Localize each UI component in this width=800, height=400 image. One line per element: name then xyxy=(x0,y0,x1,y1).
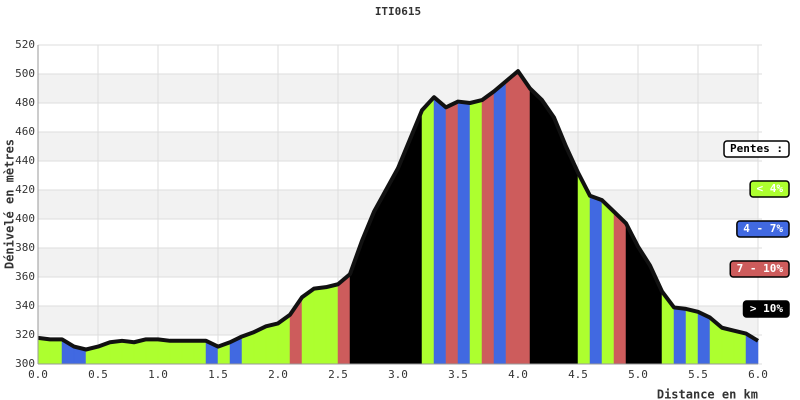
slope-segment xyxy=(469,99,483,365)
y-tick-label: 460 xyxy=(15,125,35,138)
y-axis-label: Dénivelé en mètres xyxy=(3,139,17,269)
y-tick-label: 400 xyxy=(15,212,35,225)
x-tick-label: 3.5 xyxy=(448,368,468,381)
slope-segment xyxy=(517,70,531,365)
slope-segment xyxy=(529,87,543,365)
x-tick-label: 0.5 xyxy=(88,368,108,381)
y-tick-label: 380 xyxy=(15,241,35,254)
y-tick-label: 500 xyxy=(15,67,35,80)
x-tick-label: 5.5 xyxy=(688,368,708,381)
slope-segment xyxy=(121,340,135,365)
slope-segment xyxy=(169,340,183,365)
slope-segment xyxy=(421,96,435,365)
slope-segment xyxy=(685,308,699,365)
slope-segment xyxy=(541,99,555,365)
slope-segment xyxy=(601,199,615,365)
legend-box xyxy=(742,300,790,318)
slope-segment xyxy=(673,307,687,365)
legend-label: > 10% xyxy=(750,302,783,315)
slope-segment xyxy=(157,339,171,365)
slope-segment xyxy=(505,70,519,365)
legend-box xyxy=(736,220,790,238)
elevation-line xyxy=(37,69,760,352)
slope-segment xyxy=(181,340,195,365)
x-tick-label: 6.0 xyxy=(748,368,768,381)
x-tick-label: 5.0 xyxy=(628,368,648,381)
slope-segment xyxy=(481,90,495,365)
x-axis-label: Distance en km xyxy=(657,388,758,400)
slope-segment xyxy=(301,288,315,365)
slope-segment xyxy=(145,339,159,365)
y-tick-label: 440 xyxy=(15,154,35,167)
slope-segment xyxy=(445,101,459,365)
legend-item: 7 - 10% xyxy=(729,260,790,278)
slope-segment xyxy=(193,340,207,365)
legend-item: > 10% xyxy=(742,300,790,318)
slope-segment xyxy=(577,172,591,365)
legend-box xyxy=(723,140,790,158)
slope-segment xyxy=(433,96,447,365)
x-tick-label: 4.0 xyxy=(508,368,528,381)
slope-segment xyxy=(613,211,627,365)
y-tick-label: 320 xyxy=(15,328,35,341)
y-tick-label: 360 xyxy=(15,270,35,283)
slope-segment xyxy=(409,110,423,365)
slope-segment xyxy=(457,101,471,365)
slope-segment xyxy=(265,323,279,365)
slope-segment xyxy=(337,273,351,365)
x-tick-label: 4.5 xyxy=(568,368,588,381)
slope-segment xyxy=(385,168,399,365)
y-tick-label: 300 xyxy=(15,357,35,370)
legend-item: 4 - 7% xyxy=(736,220,790,238)
legend-label: 7 - 10% xyxy=(737,262,784,275)
x-tick-label: 1.5 xyxy=(208,368,228,381)
slope-segment xyxy=(109,340,123,365)
slope-segment xyxy=(37,337,51,365)
slope-segment xyxy=(553,117,567,365)
legend-box xyxy=(749,180,790,198)
slope-segment xyxy=(565,146,579,365)
slope-segment xyxy=(697,311,711,365)
slope-segment xyxy=(325,283,339,365)
slope-segment xyxy=(397,139,411,365)
x-tick-label: 2.0 xyxy=(268,368,288,381)
slope-segment xyxy=(373,189,387,365)
x-tick-label: 1.0 xyxy=(148,368,168,381)
x-tick-label: 3.0 xyxy=(388,368,408,381)
slope-segment xyxy=(733,330,747,365)
legend-label: Pentes : xyxy=(730,142,783,155)
y-tick-label: 420 xyxy=(15,183,35,196)
y-tick-label: 520 xyxy=(15,38,35,51)
chart-title: ITI0615 xyxy=(375,5,421,18)
legend-box xyxy=(729,260,790,278)
slope-segment xyxy=(589,195,603,365)
slope-segment xyxy=(493,80,507,365)
y-tick-label: 480 xyxy=(15,96,35,109)
x-tick-label: 2.5 xyxy=(328,368,348,381)
y-tick-label: 340 xyxy=(15,299,35,312)
slope-segment xyxy=(721,327,735,365)
slope-segment xyxy=(313,286,327,365)
legend-label: < 4% xyxy=(757,182,784,195)
legend-item: Pentes : xyxy=(723,140,790,158)
x-tick-label: 0.0 xyxy=(28,368,48,381)
legend-label: 4 - 7% xyxy=(743,222,783,235)
slope-segment xyxy=(49,339,63,365)
legend-item: < 4% xyxy=(749,180,790,198)
